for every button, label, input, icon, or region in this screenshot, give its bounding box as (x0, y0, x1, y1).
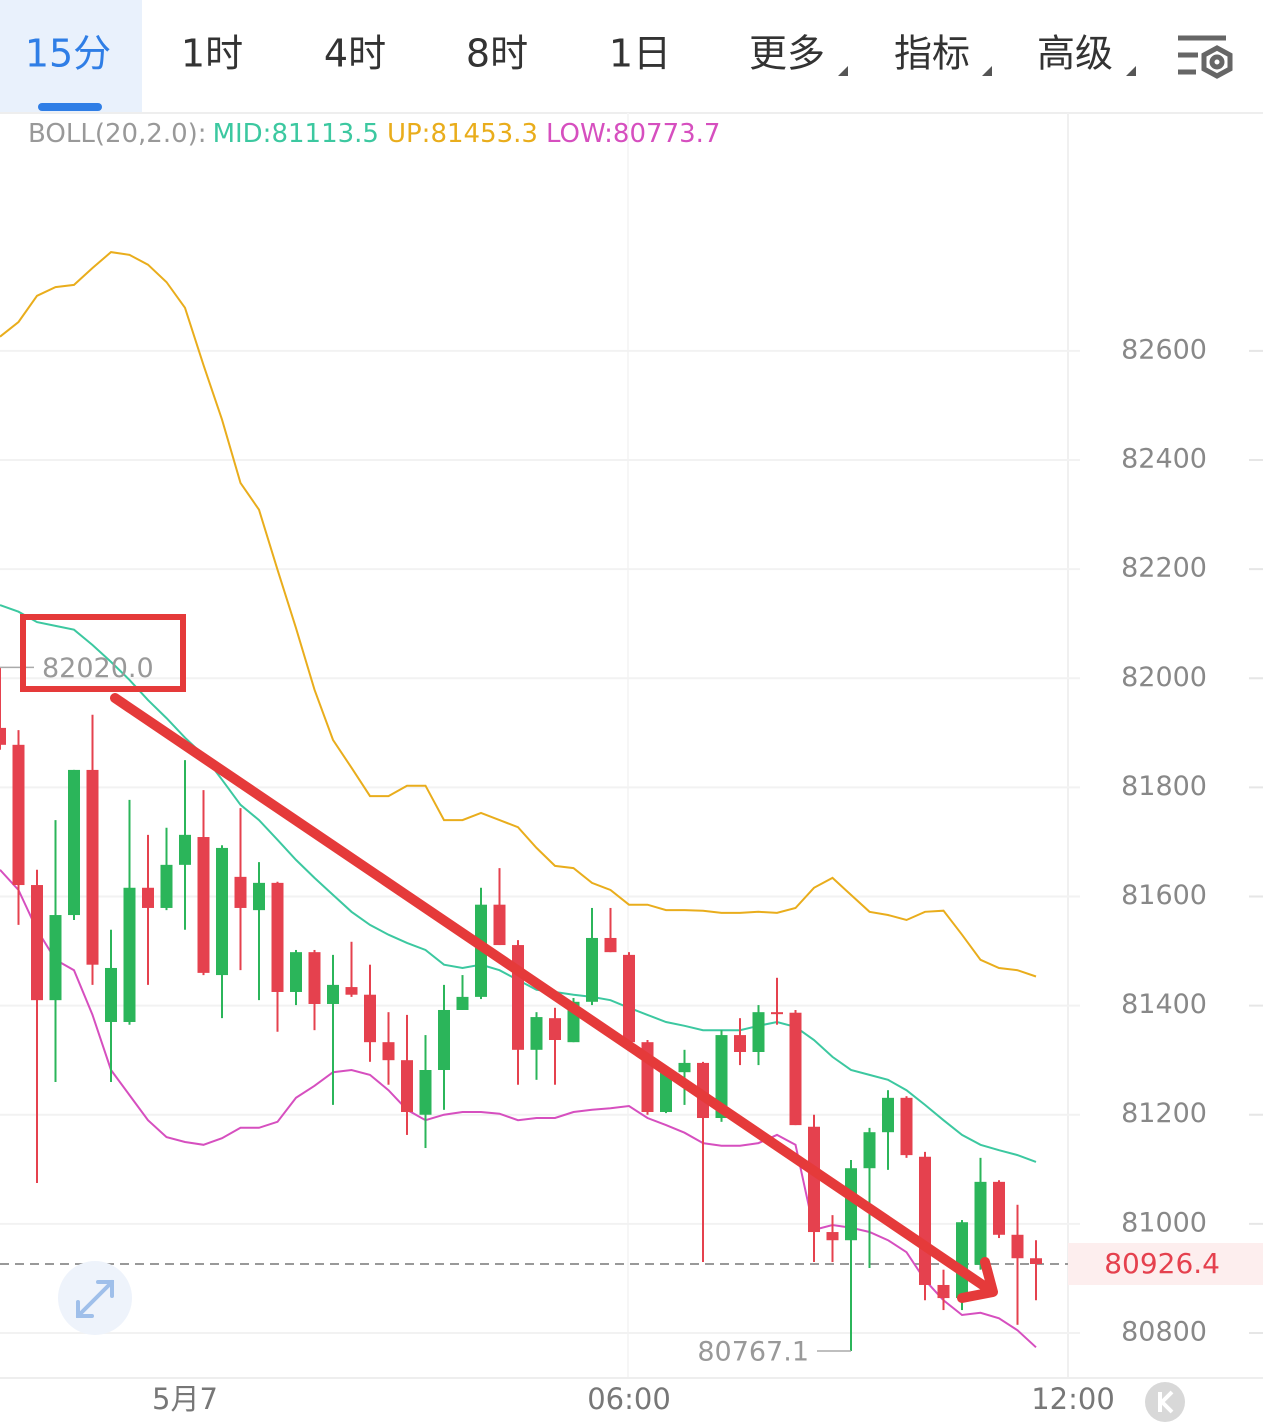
y-tick-label: 82400 (1121, 444, 1207, 475)
candle-body (752, 1012, 765, 1052)
tab[interactable]: 1日 (609, 32, 671, 76)
candle-body (715, 1035, 728, 1119)
candle-body (290, 952, 302, 992)
y-tick-label: 81200 (1121, 1098, 1207, 1129)
candle-body (31, 885, 43, 1001)
candle-body (604, 937, 617, 953)
y-tick-label: 80800 (1121, 1316, 1207, 1347)
candle-body (808, 1126, 820, 1233)
last-price-box (1068, 1243, 1263, 1286)
candle-body (586, 937, 598, 1002)
candle-body (789, 1012, 802, 1126)
candle-body (845, 1168, 857, 1241)
tab[interactable]: 15分 (25, 32, 111, 76)
candle-body (512, 945, 524, 1050)
boll-line (0, 869, 1037, 1349)
plot: 80800 81000 81200 81400 81600 81800 82000 82200… (0, 119, 1263, 1416)
candle-body (382, 1042, 395, 1061)
x-tick-label: 5月7 (152, 1382, 218, 1416)
y-tick-label: 81800 (1121, 771, 1207, 802)
candle-body (234, 876, 247, 908)
trend-arrow (110, 693, 995, 1295)
candle-body (900, 1097, 913, 1156)
tab[interactable]: 4时 (324, 32, 386, 76)
candle-body (974, 1181, 987, 1265)
candle-body (678, 1062, 691, 1073)
candle-body (160, 864, 173, 908)
legend-entry: MID:81113.5 (213, 119, 379, 149)
candle-body (105, 967, 117, 1022)
candle-body (956, 1222, 968, 1299)
user-annotation (20, 614, 998, 1303)
candle-body (345, 987, 358, 995)
candle-body (438, 1009, 450, 1071)
candle-body (623, 954, 635, 1043)
tab-bar: 15分 1时 4时 8时 1日 更多 指标 高级 (0, 0, 1263, 114)
legend-entry: LOW:80773.7 (546, 119, 720, 149)
expand-button[interactable] (58, 1261, 132, 1335)
max-label: 82020.0 (42, 653, 154, 684)
highlight-box (20, 614, 186, 692)
candle-body (493, 904, 506, 946)
active-tab-underline (38, 103, 102, 111)
tab[interactable]: 1时 (181, 32, 243, 76)
y-tick-label: 82600 (1121, 334, 1207, 365)
candle-body (0, 727, 6, 745)
arrow-head (957, 1257, 998, 1303)
candle-body (882, 1097, 894, 1133)
candle-body (327, 984, 339, 1004)
candle-body (401, 1060, 413, 1113)
candle-body (253, 882, 265, 911)
candle-body (364, 994, 376, 1043)
candle-body (993, 1181, 1005, 1235)
candle-body (12, 744, 25, 886)
tab[interactable]: 更多 (749, 32, 825, 76)
y-tick-label: 82000 (1121, 662, 1207, 693)
tab[interactable]: 指标 (894, 32, 970, 76)
x-tick-label: 06:00 (587, 1382, 671, 1416)
x-tick-label: 12:00 (1031, 1382, 1115, 1416)
candle-body (308, 952, 321, 1004)
candle-body (68, 769, 80, 916)
candle-body (142, 887, 154, 908)
y-tick-label: 82200 (1121, 553, 1207, 584)
settings-icon[interactable] (1178, 35, 1233, 79)
candle-body (1011, 1234, 1024, 1259)
indicator-name: BOLL(20,2.0): (28, 119, 207, 149)
legend-entry: UP:81453.3 (387, 119, 538, 149)
candle-body (530, 1017, 543, 1050)
indicator-legend: BOLL(20,2.0): MID:81113.5 UP:81453.3 LOW:80… (28, 119, 720, 149)
candle-body (86, 769, 99, 965)
last-price-label: 80926.4 (1104, 1247, 1220, 1280)
candle-body (456, 996, 469, 1010)
candle-body (734, 1035, 746, 1052)
candle-body (771, 1012, 783, 1015)
candle-body (863, 1132, 876, 1169)
candle-body (216, 847, 228, 976)
candle-body (49, 915, 62, 1001)
candle-body (197, 837, 210, 973)
dropdown-triangles (838, 66, 1136, 76)
candle-body (660, 1072, 672, 1113)
candle-body (937, 1284, 950, 1299)
candle-body (271, 882, 284, 992)
candle-body (123, 887, 136, 1022)
min-label: 80767.1 (697, 1336, 809, 1367)
y-tick-label: 81000 (1121, 1207, 1207, 1238)
history-button[interactable] (1145, 1382, 1185, 1422)
candle-body (1030, 1258, 1042, 1265)
active-tab-bg (0, 0, 142, 113)
y-tick-label: 81600 (1121, 880, 1207, 911)
candle-body (419, 1070, 432, 1115)
y-tick-label: 81400 (1121, 989, 1207, 1020)
candle-body (179, 834, 191, 865)
boll-line (0, 251, 1037, 978)
candle-body (919, 1156, 931, 1285)
tab[interactable]: 高级 (1037, 32, 1113, 76)
tab[interactable]: 8时 (466, 32, 528, 76)
candle-body (826, 1232, 839, 1241)
candle-body (549, 1018, 561, 1040)
